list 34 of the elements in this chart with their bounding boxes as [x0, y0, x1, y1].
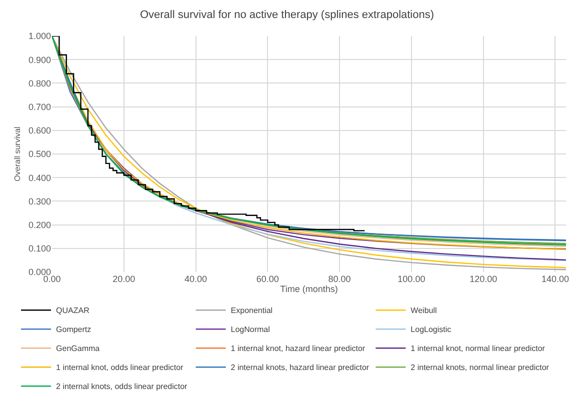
y-tick-label: 0.700: [28, 102, 51, 112]
x-tick-label: 60.00: [256, 274, 279, 284]
x-axis-title: Time (months): [280, 284, 338, 294]
y-tick-label: 0.900: [28, 54, 51, 65]
y-tick-label: 0.200: [28, 220, 51, 230]
legend-label: QUAZAR: [56, 306, 90, 316]
legend-label: Exponential: [230, 306, 273, 316]
x-tick-label: 100.00: [398, 274, 426, 284]
legend-label: 2 internal knots, normal linear predictor: [410, 363, 550, 372]
legend-label: Gompertz: [56, 325, 92, 334]
y-tick-label: 0.600: [28, 126, 51, 136]
legend-label: Weibull: [410, 306, 437, 316]
y-tick-label: 0.500: [28, 149, 51, 160]
legend-label: 1 internal knot, odds linear predictor: [56, 363, 184, 372]
x-tick-label: 40.00: [184, 274, 208, 284]
x-tick-label: 140.00: [541, 274, 569, 284]
x-tick-label: 20.00: [112, 274, 136, 284]
legend-label: GenGamma: [56, 344, 100, 354]
legend-label: LogLogistic: [410, 325, 452, 334]
legend-label: 2 internal knots, odds linear predictor: [56, 382, 188, 392]
x-tick-label: 80.00: [328, 274, 351, 284]
y-tick-label: 0.300: [28, 196, 51, 206]
legend-label: 1 internal knot, hazard linear predictor: [230, 344, 366, 354]
legend-label: 1 internal knot, normal linear predictor: [410, 344, 546, 354]
y-tick-label: 1.000: [28, 31, 51, 42]
y-axis-title: Overall survival: [13, 126, 22, 182]
legend-label: LogNormal: [230, 325, 270, 334]
y-tick-label: 0.100: [28, 244, 51, 254]
y-tick-label: 0.400: [28, 172, 51, 183]
y-tick-label: 0.800: [28, 78, 51, 88]
chart-title: Overall survival for no active therapy (splines extrapolations): [140, 8, 434, 21]
x-tick-label: 120.00: [470, 274, 498, 284]
x-tick-label: 0.00: [43, 274, 61, 284]
legend-label: 2 internal knots, hazard linear predictor: [230, 363, 370, 372]
